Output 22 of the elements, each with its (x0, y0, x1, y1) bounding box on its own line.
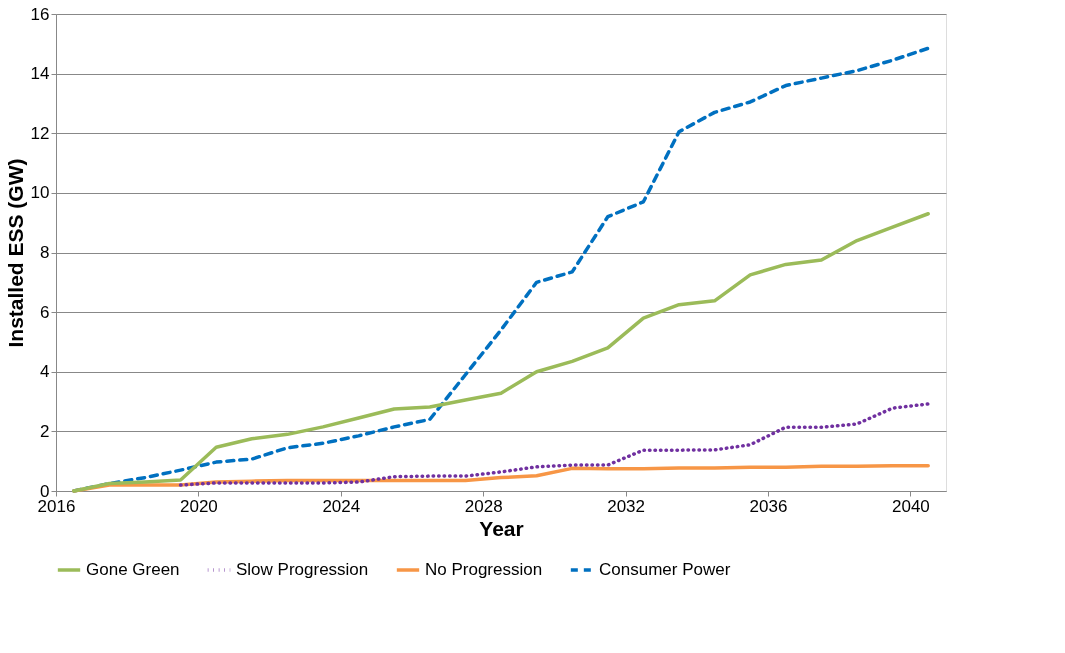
legend-label: Gone Green (86, 560, 180, 579)
x-axis-title: Year (479, 516, 524, 540)
x-tick-label: 2024 (322, 496, 361, 516)
line-series (178, 402, 930, 487)
x-tick-label: 2028 (464, 496, 503, 516)
y-tick-label: 12 (30, 123, 50, 143)
x-tick-label: 2040 (891, 496, 930, 516)
legend-label: Slow Progression (236, 560, 369, 579)
y-tick-label: 6 (40, 302, 50, 322)
x-tick-label: 2020 (179, 496, 218, 516)
y-tick-label: 2 (40, 421, 50, 441)
y-axis-title: Installed ESS (GW) (3, 158, 27, 348)
legend-label: No Progression (425, 560, 543, 579)
legend-label: Consumer Power (599, 560, 731, 579)
y-tick-label: 16 (30, 4, 50, 24)
x-tick-label: 2036 (749, 496, 788, 516)
line-series (72, 211, 930, 493)
y-tick-label: 4 (40, 362, 50, 382)
y-tick-label: 14 (30, 64, 50, 84)
y-tick-label: 8 (40, 243, 50, 262)
y-tick-label: 10 (30, 183, 50, 203)
x-tick-label: 2032 (607, 496, 646, 516)
